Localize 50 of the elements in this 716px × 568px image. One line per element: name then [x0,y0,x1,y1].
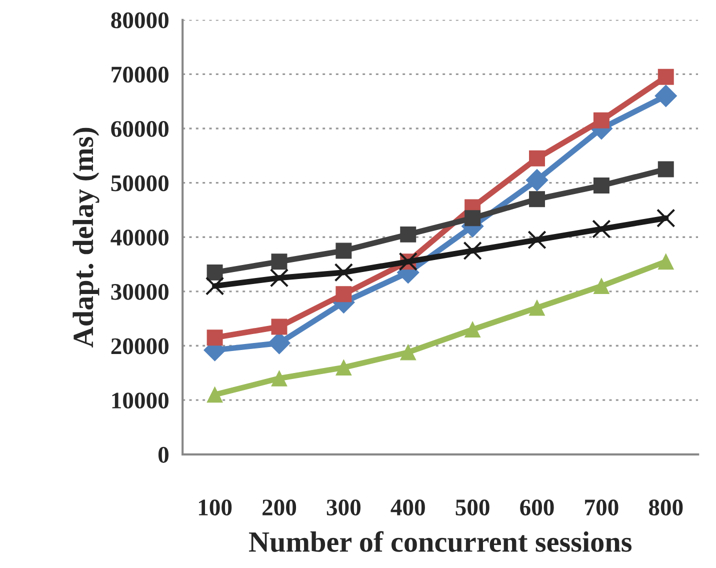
y-tick-label: 80000 [111,12,168,28]
point [206,386,223,403]
point [400,344,416,360]
point [658,161,674,178]
y-tick-label: 70000 [112,66,168,83]
point [336,286,352,302]
point [464,321,481,338]
x-tick-label: 300 [326,500,360,516]
point [336,242,352,259]
point [334,263,354,282]
y-tick-label: 30000 [111,284,168,300]
point [464,210,481,226]
y-tick-label: 10000 [112,392,168,409]
x-tick-label: 500 [456,500,490,516]
point [593,112,610,128]
x-tick-label: 100 [198,500,232,516]
point [656,208,676,228]
point [205,276,224,296]
point [592,220,611,238]
y-tick-label: 60000 [111,121,168,137]
y-tick-label: 50000 [111,175,168,192]
point [463,241,482,260]
y-tick-label: 40000 [110,230,168,246]
x-tick-label: 700 [585,500,618,516]
point [593,178,610,194]
point [270,268,289,288]
point [529,150,545,166]
y-tick-label: 0 [158,446,168,463]
point [658,68,674,85]
x-tick-label: 800 [648,500,683,516]
point [593,278,610,294]
x-axis-title: Number of concurrent sessions [249,531,632,552]
point [336,360,352,376]
point [526,168,548,192]
y-axis-title: Adapt. delay (ms) [72,128,100,348]
point [529,300,545,316]
point [529,191,545,208]
point [206,264,223,280]
point [271,370,288,386]
y-tick-label: 20000 [111,338,168,354]
point [206,330,223,346]
point [400,226,416,242]
point [658,254,674,270]
point [528,230,546,250]
point [271,318,288,335]
point [654,84,678,108]
x-tick-label: 200 [262,500,296,516]
x-tick-label: 400 [390,500,425,516]
x-tick-label: 600 [520,500,554,516]
point [271,254,288,270]
